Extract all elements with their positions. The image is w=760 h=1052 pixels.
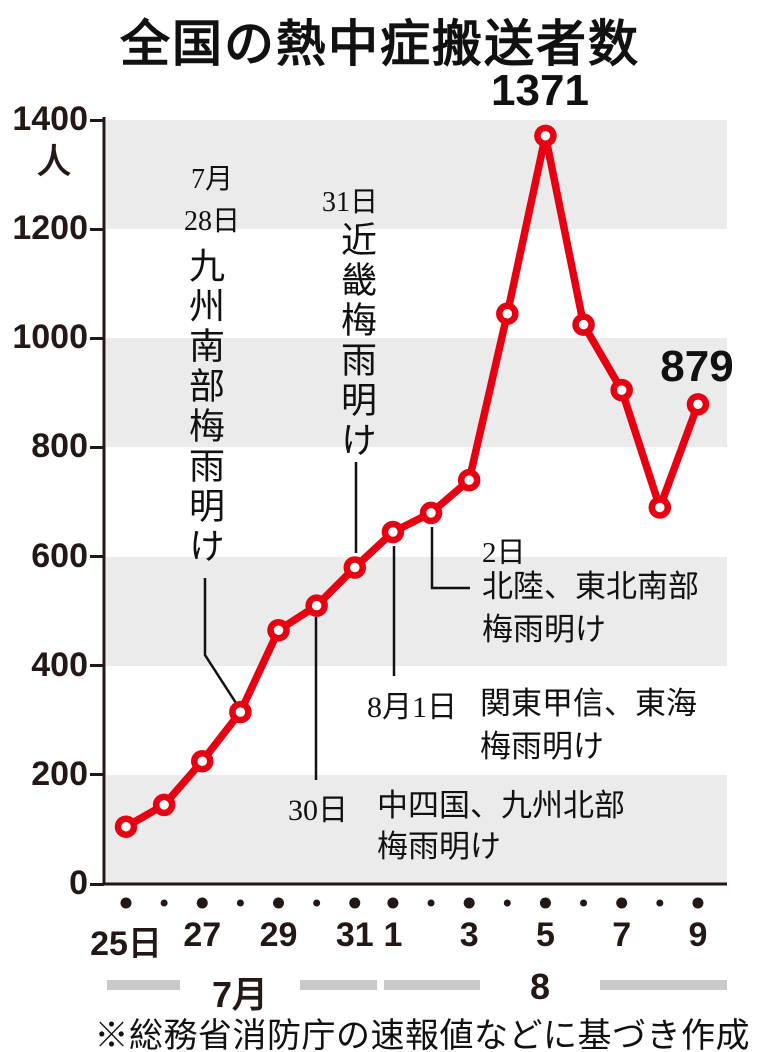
y-tick-mark [90,227,104,231]
y-tick-mark [90,555,104,559]
data-point-marker [381,520,405,544]
month-label: 8 [480,966,600,1008]
annotation-jul30-body-line1: 中四国、九州北部 [377,788,625,823]
annotation-jul30-body-line2: 梅雨明け [377,829,501,864]
day-dot-minor [313,899,321,907]
point-value-label: 1371 [491,66,589,115]
annotation-leader-line [430,527,470,590]
month-label: 7月 [180,966,300,1018]
y-tick-mark [90,664,104,668]
annotation-aug2-body-line2: 梅雨明け [482,612,606,647]
x-tick-label: 9 [688,916,708,954]
day-dot-minor [160,899,168,907]
chart-title: 全国の熱中症搬送者数 [120,16,640,72]
data-point-marker [343,556,367,579]
data-point-marker [191,749,214,773]
y-tick-mark [90,445,104,449]
y-axis-unit-label: 人 [37,143,71,181]
y-tick-label: 600 [31,536,88,575]
x-tick-label: 1 [383,916,403,954]
annotation-jul28-date: 7月 28日 [160,159,264,243]
x-tick-label: 25日 [90,925,162,963]
data-point-marker [457,468,481,492]
y-tick-label: 800 [31,427,88,466]
data-point-marker [229,700,252,724]
annotation-jul28-date-line2: 28日 [183,206,240,237]
data-point-marker [610,378,633,402]
point-value-label: 879 [660,342,734,391]
data-point-marker [686,393,710,416]
day-dot-minor [580,899,588,907]
day-dot-minor [427,899,435,907]
annotation-jul28-date-line1: 7月 [190,164,233,195]
day-dot-major [349,897,361,909]
y-tick-label: 400 [31,645,88,684]
day-dot-major [273,897,285,909]
day-dot-major [539,897,551,909]
y-tick-mark [90,882,104,886]
data-point-marker [114,815,138,838]
day-dot-major [196,897,208,909]
data-point-marker [534,124,557,148]
y-tick-label: 1200 [12,209,88,248]
day-dot-major [463,897,475,909]
plot-band [106,120,727,230]
data-point-marker [648,496,672,519]
x-tick-label: 31 [335,916,374,954]
y-tick-label: 1400 [12,100,88,138]
annotation-jul31-date: 31日 [321,187,378,218]
y-tick-mark [90,118,104,122]
annotation-leader-line [203,578,238,704]
day-dot-minor [236,899,244,907]
annotation-aug1-date: 8月1日 [367,691,457,724]
annotation-aug1-body: 関東甲信、東海 梅雨明け [480,682,697,768]
plot-band [106,774,727,884]
day-dot-major [692,897,704,909]
annotation-aug2-body-line1: 北陸、東北南部 [482,569,699,604]
annotation-aug1-body-line2: 梅雨明け [480,729,604,764]
day-dot-major [616,897,628,909]
source-note: ※総務省消防庁の速報値などに基づき作成 [94,1018,750,1052]
plot-band [106,556,727,666]
data-point-marker [305,594,328,617]
data-point-marker [267,618,290,642]
day-dot-minor [503,899,511,907]
annotation-aug2-date: 2日 [482,537,526,569]
y-tick-label: 200 [31,754,88,793]
data-point-marker [152,793,176,817]
y-tick-label: 0 [69,864,88,902]
y-tick-mark [90,336,104,340]
data-point-marker [572,313,595,336]
annotation-jul30-date: 30日 [288,794,348,827]
x-tick-label: 27 [183,916,222,954]
day-dot-major [387,897,399,909]
annotation-jul28-body: 九州南部梅雨明け [184,247,224,567]
annotation-aug1-body-line1: 関東甲信、東海 [480,686,697,721]
annotation-jul31-body: 近畿梅雨明け [336,221,376,461]
x-tick-label: 5 [535,916,555,954]
x-tick-label: 29 [259,916,298,954]
y-tick-mark [90,773,104,777]
day-dot-major [120,897,132,909]
annotation-aug2-body: 北陸、東北南部 梅雨明け [482,565,699,651]
data-line [122,132,702,831]
x-tick-label: 7 [612,916,632,954]
x-tick-label: 3 [459,916,479,954]
y-tick-label: 1000 [12,318,88,357]
data-point-marker [419,501,443,525]
annotation-jul30-body: 中四国、九州北部 梅雨明け [377,785,625,867]
day-dot-minor [656,899,664,907]
data-point-marker [496,302,519,325]
